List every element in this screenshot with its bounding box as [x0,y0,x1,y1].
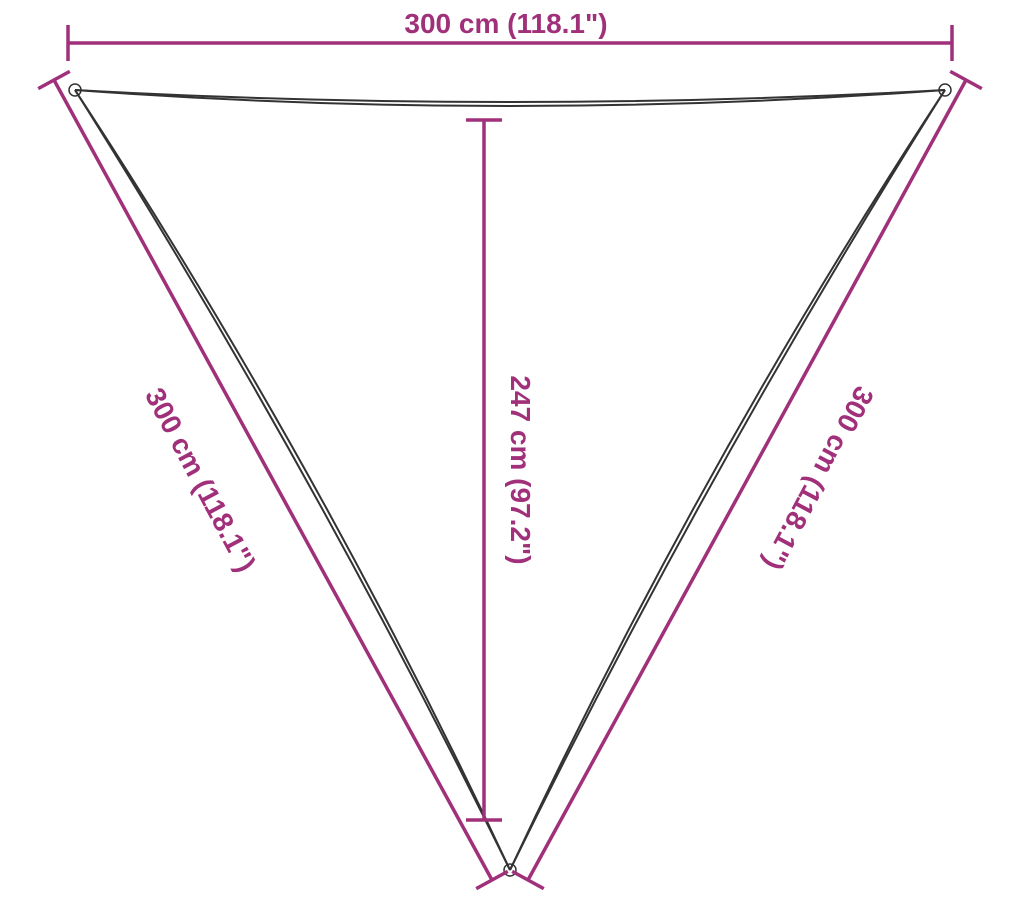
sail-edge-left [75,90,510,870]
sail-edge-top [75,90,945,106]
dim-line-left [54,80,492,880]
sail-edge-right [510,90,945,870]
dim-label-height: 247 cm (97.2") [504,375,536,564]
dim-line-right [528,80,966,880]
dim-label-top: 300 cm (118.1") [404,8,607,40]
